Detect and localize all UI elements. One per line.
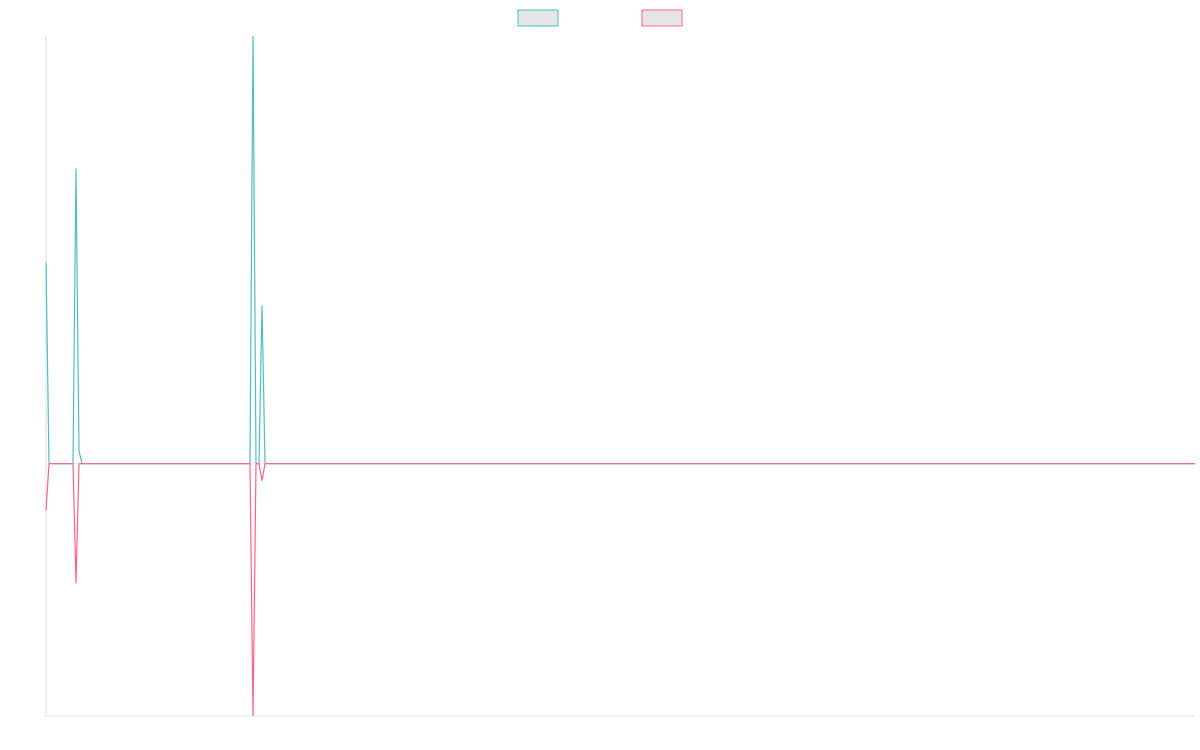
line-series: [45, 35, 1195, 465]
legend-swatch: [517, 9, 559, 27]
line-series: [45, 463, 1195, 717]
legend-swatch: [641, 9, 683, 27]
